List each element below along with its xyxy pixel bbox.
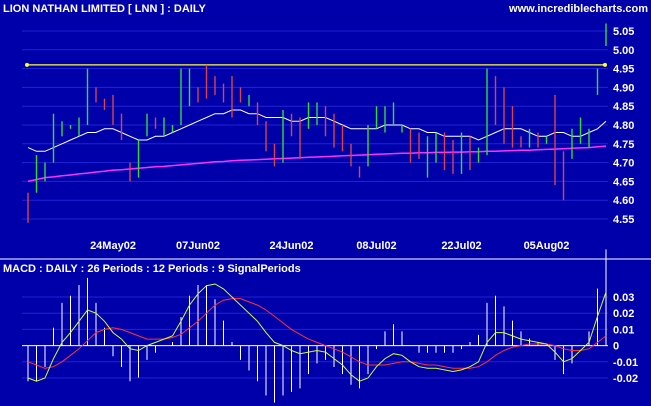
date-tick-label: 07Jun02 — [176, 240, 220, 252]
price-grid — [22, 30, 608, 220]
price-tick-label: 4.95 — [613, 64, 634, 76]
macd-tick-label: 0.02 — [613, 308, 634, 320]
long-moving-average — [27, 145, 607, 183]
macd-grid — [22, 296, 608, 379]
site-name: www.incrediblecharts.com — [508, 3, 648, 15]
macd-title: MACD : DAILY : 26 Periods : 12 Periods :… — [3, 263, 301, 275]
date-tick-label: 24Jun02 — [269, 240, 313, 252]
price-tick-label: 4.60 — [613, 195, 634, 207]
price-tick-label: 4.75 — [613, 139, 634, 151]
macd-axis-labels: -0.02 -0.01 0 0.01 0.02 0.03 — [613, 292, 638, 385]
price-tick-label: 4.90 — [613, 82, 634, 94]
date-tick-label: 05Aug02 — [524, 240, 570, 252]
price-tick-label: 4.80 — [613, 120, 634, 132]
macd-panel: -0.02 -0.01 0 0.01 0.02 0.03 MACD : DAILY : 2… — [3, 249, 638, 403]
price-axis-labels: 4.55 4.60 4.65 4.70 4.75 4.80 4.85 4.90 4.95 5.00… — [613, 26, 634, 226]
price-bars — [27, 23, 607, 223]
macd-signal-line — [27, 298, 607, 369]
macd-tick-label: -0.01 — [613, 357, 638, 369]
resistance-handle-right — [603, 62, 607, 67]
price-tick-label: 4.85 — [613, 101, 634, 113]
macd-tick-label: 0.01 — [613, 324, 634, 336]
price-tick-label: 4.65 — [613, 176, 634, 188]
macd-tick-label: 0 — [613, 341, 619, 353]
price-tick-label: 4.55 — [613, 214, 634, 226]
macd-tick-label: 0.03 — [613, 292, 634, 304]
price-tick-label: 4.70 — [613, 158, 634, 170]
resistance-handle-left — [25, 62, 29, 67]
chart-title: LION NATHAN LIMITED [ LNN ] : DAILY — [3, 3, 207, 15]
date-tick-label: 24May02 — [90, 240, 136, 252]
macd-line — [27, 283, 607, 382]
price-tick-label: 5.00 — [613, 45, 634, 57]
date-tick-label: 08Jul02 — [356, 240, 396, 252]
price-panel: 4.55 4.60 4.65 4.70 4.75 4.80 4.85 4.90 4.95 5.00… — [3, 3, 648, 252]
date-axis-labels: 24May02 07Jun02 24Jun02 08Jul02 22Jul02 05Aug… — [90, 240, 569, 252]
date-tick-label: 22Jul02 — [441, 240, 481, 252]
macd-tick-label: -0.02 — [613, 373, 638, 385]
price-tick-label: 5.05 — [613, 26, 634, 38]
